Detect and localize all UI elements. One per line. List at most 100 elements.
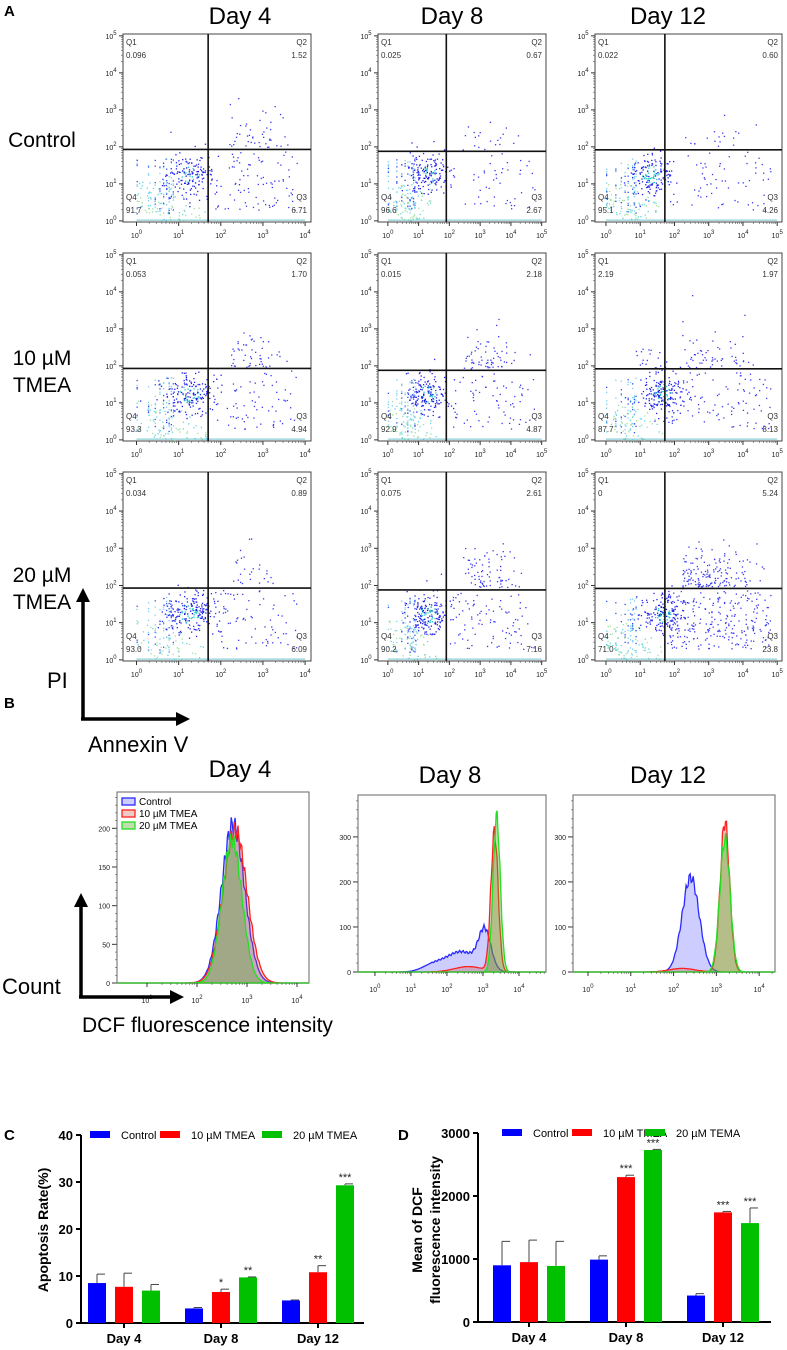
scatter-point bbox=[240, 581, 242, 584]
scatter-point bbox=[479, 581, 482, 584]
scatter-point bbox=[146, 211, 148, 213]
tick-base: 10 bbox=[577, 108, 585, 115]
scatter-point bbox=[279, 420, 281, 422]
scatter-point bbox=[277, 637, 279, 639]
scatter-point bbox=[489, 366, 491, 369]
scatter-point bbox=[660, 365, 662, 367]
scatter-point bbox=[293, 419, 296, 421]
scatter-point bbox=[718, 393, 720, 395]
scatter-point bbox=[168, 211, 170, 213]
tick-exponent: 1 bbox=[113, 398, 117, 404]
scatter-point bbox=[147, 166, 150, 168]
scatter-point bbox=[209, 392, 211, 394]
row-label: TMEA bbox=[13, 374, 71, 397]
tick-exponent: 2 bbox=[585, 361, 588, 367]
scatter-point bbox=[249, 578, 252, 581]
scatter-point bbox=[475, 413, 478, 415]
scatter-point bbox=[191, 605, 193, 607]
scatter-point bbox=[395, 637, 398, 640]
scatter-point bbox=[467, 559, 469, 561]
scatter-point bbox=[199, 388, 202, 390]
scatter-point bbox=[401, 384, 403, 386]
scatter-point bbox=[648, 398, 650, 400]
scatter-point bbox=[473, 400, 475, 402]
scatter-point bbox=[423, 217, 425, 219]
scatter-point bbox=[501, 153, 503, 155]
scatter-point bbox=[492, 637, 494, 640]
scatter-point bbox=[648, 614, 650, 616]
scatter-point bbox=[197, 383, 199, 386]
scatter-point bbox=[237, 348, 239, 350]
scatter-point bbox=[182, 393, 184, 395]
plot-frame bbox=[377, 252, 547, 442]
scatter-point bbox=[168, 176, 170, 178]
scatter-point bbox=[493, 347, 495, 349]
scatter-point bbox=[506, 361, 508, 364]
scatter-point bbox=[686, 602, 688, 604]
scatter-point bbox=[638, 202, 640, 204]
scatter-point bbox=[642, 646, 644, 649]
scatter-point bbox=[671, 420, 674, 422]
scatter-point bbox=[407, 625, 409, 627]
scatter-point bbox=[421, 195, 423, 197]
scatter-point bbox=[197, 592, 199, 594]
scatter-point bbox=[286, 187, 288, 189]
tick-base: 10 bbox=[444, 452, 452, 459]
scatter-point bbox=[184, 173, 186, 175]
scatter-point bbox=[183, 386, 185, 388]
scatter-point bbox=[198, 614, 200, 616]
scatter-point bbox=[434, 395, 436, 398]
scatter-point bbox=[201, 390, 204, 392]
scatter-point bbox=[408, 637, 411, 640]
scatter-point bbox=[615, 648, 617, 651]
scatter-point bbox=[492, 366, 494, 368]
scatter-point bbox=[205, 604, 208, 606]
tick-exponent: 1 bbox=[642, 230, 646, 236]
scatter-point bbox=[189, 406, 192, 408]
scatter-point bbox=[630, 172, 632, 174]
scatter-point bbox=[189, 416, 191, 418]
scatter-point bbox=[202, 168, 205, 170]
scatter-point bbox=[184, 399, 186, 401]
quadrant-value-q3: 8.13 bbox=[762, 425, 778, 434]
quadrant-name: Q4 bbox=[126, 193, 137, 202]
scatter-point bbox=[200, 166, 202, 168]
scatter-point bbox=[488, 558, 490, 560]
scatter-point bbox=[422, 168, 425, 170]
scatter-point bbox=[180, 391, 183, 394]
scatter-point bbox=[396, 630, 398, 632]
scatter-point bbox=[467, 568, 469, 570]
scatter-point bbox=[177, 429, 179, 431]
scatter-point bbox=[162, 178, 164, 180]
scatter-point bbox=[157, 627, 159, 629]
scatter-point bbox=[147, 173, 150, 175]
scatter-point bbox=[688, 391, 690, 393]
scatter-point bbox=[418, 207, 420, 209]
scatter-point bbox=[645, 178, 647, 180]
scatter-point bbox=[471, 618, 473, 620]
scatter-point bbox=[193, 397, 196, 399]
tick-exponent: 5 bbox=[544, 449, 548, 455]
scatter-point bbox=[136, 384, 138, 387]
scatter-point bbox=[188, 162, 191, 164]
scatter-point bbox=[436, 624, 438, 626]
scatter-point bbox=[655, 385, 657, 388]
scatter-point bbox=[471, 367, 473, 369]
scatter-point bbox=[453, 607, 455, 609]
scatter-point bbox=[400, 213, 402, 215]
scatter-point bbox=[153, 655, 156, 657]
scatter-point bbox=[152, 208, 154, 210]
scatter-point bbox=[159, 409, 162, 411]
scatter-point bbox=[148, 414, 150, 416]
scatter-point bbox=[163, 196, 165, 198]
scatter-point bbox=[191, 176, 193, 178]
scatter-point bbox=[201, 604, 203, 606]
scatter-point bbox=[637, 162, 639, 164]
scatter-point bbox=[634, 170, 637, 173]
scatter-point bbox=[217, 387, 219, 389]
tick-base: 10 bbox=[360, 108, 368, 115]
scatter-point bbox=[270, 128, 272, 131]
scatter-point bbox=[177, 584, 179, 586]
scatter-point bbox=[627, 164, 629, 166]
scatter-point bbox=[627, 384, 629, 386]
